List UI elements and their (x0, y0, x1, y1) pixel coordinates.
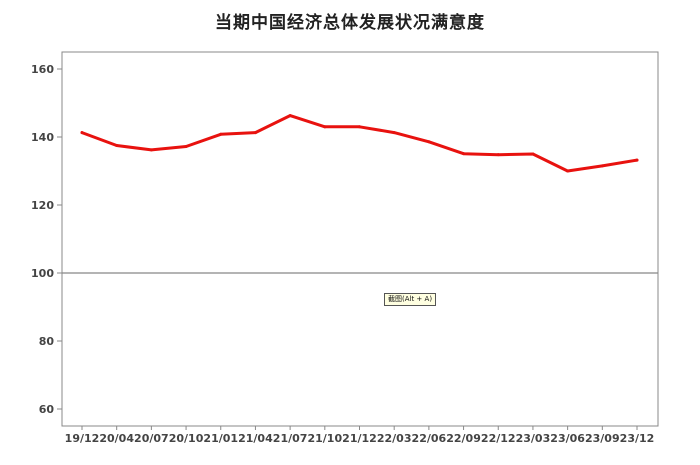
x-tick-label: 22/09 (446, 432, 481, 445)
x-tick-label: 22/06 (412, 432, 447, 445)
x-tick-label: 21/01 (203, 432, 238, 445)
data-point (392, 131, 396, 135)
data-point (219, 132, 223, 136)
x-tick-label: 23/06 (550, 432, 585, 445)
x-tick-label: 21/12 (342, 432, 377, 445)
data-point (358, 125, 361, 129)
x-tick-label: 23/12 (620, 432, 655, 445)
x-tick-label: 20/10 (169, 432, 204, 445)
data-point (635, 158, 639, 162)
data-point (566, 169, 570, 173)
x-tick-label: 21/10 (307, 432, 342, 445)
data-point (80, 131, 84, 135)
x-tick-label: 21/04 (238, 432, 273, 445)
data-point (253, 131, 257, 135)
data-point (462, 152, 466, 156)
x-tick-label: 19/12 (65, 432, 100, 445)
x-tick-label: 22/12 (481, 432, 516, 445)
x-tick-label: 22/03 (377, 432, 412, 445)
chart-title: 当期中国经济总体发展状况满意度 (215, 13, 485, 33)
y-tick-label: 80 (39, 335, 55, 348)
data-point (496, 153, 500, 157)
data-point (427, 140, 431, 144)
x-tick-label: 20/04 (99, 432, 134, 445)
x-tick-label: 20/07 (134, 432, 169, 445)
y-tick-label: 160 (31, 63, 54, 76)
data-point (531, 152, 535, 156)
data-point (600, 164, 604, 168)
x-tick-label: 23/03 (516, 432, 551, 445)
data-point (323, 125, 327, 129)
plot-frame (61, 51, 659, 427)
y-tick-label: 60 (39, 403, 55, 416)
y-tick-label: 100 (31, 267, 54, 280)
data-point (115, 144, 119, 147)
y-tick-label: 140 (31, 131, 54, 144)
y-axis: 60 80 100 120 140 160 (31, 63, 62, 416)
series-layer (80, 114, 639, 173)
y-tick-label: 120 (31, 199, 54, 212)
data-point (149, 148, 153, 152)
data-point (288, 114, 292, 118)
data-point (184, 145, 188, 149)
x-axis: 19/12 20/04 20/07 20/10 21/01 21/04 21/07 21/10… (65, 426, 655, 445)
screenshot-tooltip: 截图(Alt + A) (384, 293, 437, 306)
x-tick-label: 21/07 (273, 432, 308, 445)
x-tick-label: 23/09 (585, 432, 620, 445)
